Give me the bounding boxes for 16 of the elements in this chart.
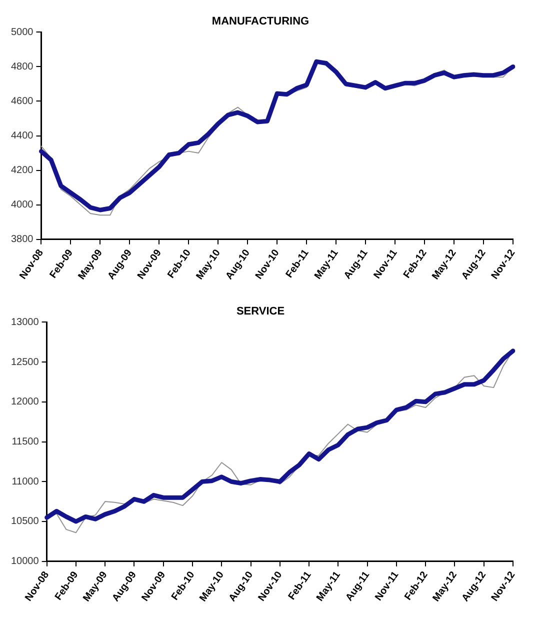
y-tick-label: 4800 bbox=[10, 61, 34, 72]
y-tick-label: 3800 bbox=[10, 234, 34, 246]
y-tick-label: 12500 bbox=[10, 356, 40, 368]
y-tick-label: 10000 bbox=[10, 556, 40, 568]
chart-title: MANUFACTURING bbox=[212, 16, 310, 28]
chart-title: SERVICE bbox=[236, 306, 285, 318]
y-tick-label: 4400 bbox=[10, 130, 34, 142]
y-tick-label: 4000 bbox=[10, 200, 34, 211]
y-tick-label: 4600 bbox=[10, 96, 34, 107]
y-tick-label: 5000 bbox=[10, 26, 34, 38]
y-tick-label: 12000 bbox=[10, 396, 40, 408]
y-tick-label: 10500 bbox=[10, 516, 40, 528]
y-tick-label: 13000 bbox=[10, 316, 40, 328]
y-tick-label: 11000 bbox=[12, 476, 40, 488]
y-tick-label: 4200 bbox=[10, 165, 34, 176]
y-tick-label: 11500 bbox=[12, 436, 40, 448]
